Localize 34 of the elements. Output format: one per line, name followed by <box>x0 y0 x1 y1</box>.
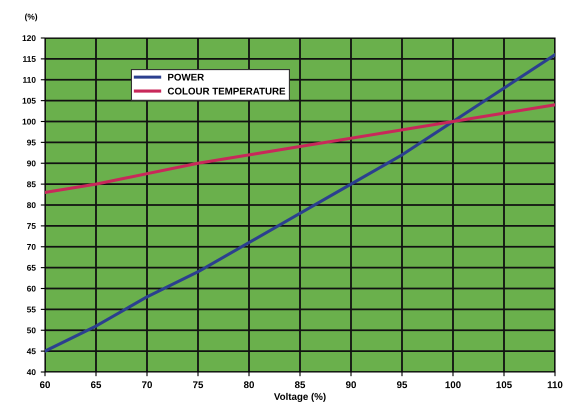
x-axis-title: Voltage (%) <box>274 392 326 402</box>
x-tick-label: 110 <box>548 381 562 388</box>
x-tick-label: 60 <box>40 381 50 388</box>
line-series <box>45 103 555 194</box>
y-tick-label: 60 <box>27 286 36 292</box>
x-tick-label: 65 <box>90 381 102 388</box>
y-tick-label: 55 <box>26 306 36 312</box>
y-tick-label: 40 <box>26 369 36 376</box>
y-tick-label: 50 <box>26 327 36 334</box>
x-tick-label: 70 <box>142 381 152 388</box>
y-axis-title: (%) <box>25 14 38 22</box>
y-tick-label: 70 <box>27 244 36 250</box>
x-tick-label: 105 <box>496 381 512 388</box>
y-tick-label: 115 <box>23 56 36 62</box>
y-tick-label: 75 <box>27 223 36 229</box>
y-tick-label: 80 <box>26 202 36 208</box>
line-series <box>45 53 555 353</box>
y-tick-label: 95 <box>26 140 36 146</box>
x-tick-label: 85 <box>294 381 306 388</box>
x-tick-label: 75 <box>193 381 204 388</box>
legend-label: POWER <box>168 74 204 81</box>
y-tick-label: 105 <box>22 98 36 104</box>
y-tick-label: 65 <box>27 264 36 271</box>
x-tick-label: 95 <box>396 381 408 388</box>
y-tick-label: 120 <box>22 35 36 42</box>
y-tick-label: 85 <box>26 181 36 188</box>
y-tick-label: 45 <box>26 348 36 354</box>
legend-label: COLOUR TEMPERATURE <box>168 88 286 95</box>
y-tick-label: 90 <box>26 160 36 166</box>
y-tick-label: 100 <box>22 118 36 125</box>
y-tick-label: 110 <box>23 76 36 83</box>
x-tick-label: 80 <box>244 381 254 388</box>
x-tick-label: 90 <box>346 381 356 388</box>
x-tick-label: 100 <box>446 381 461 388</box>
